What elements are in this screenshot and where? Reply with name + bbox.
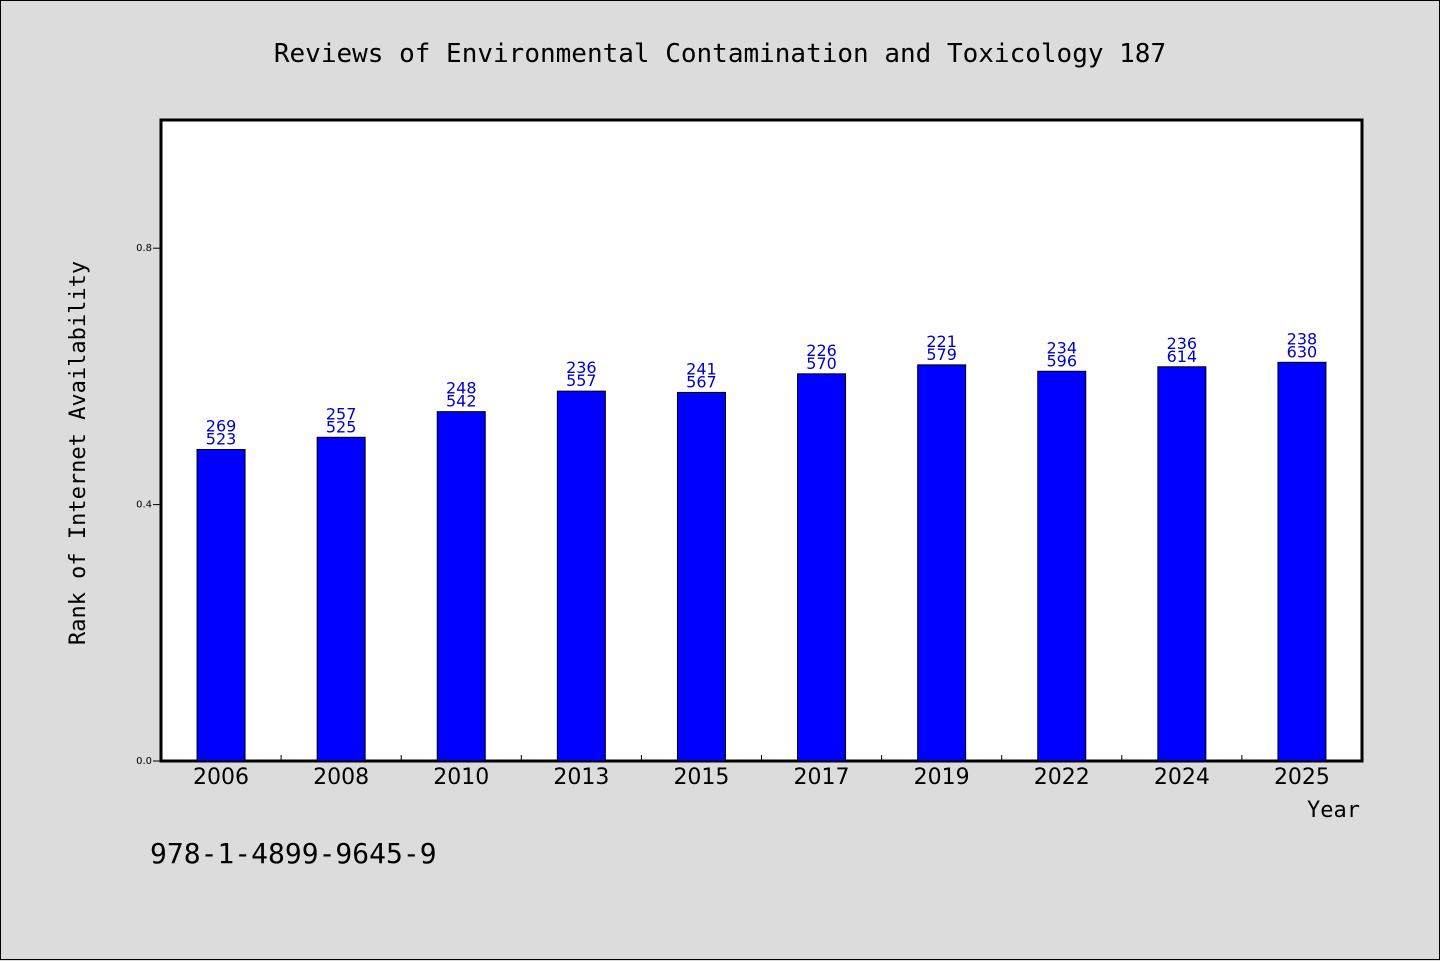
y-tick-label: 0.8 <box>136 243 152 254</box>
bar-label-bottom: 570 <box>806 354 837 373</box>
x-tick-label: 2017 <box>794 765 850 790</box>
x-tick-label: 2019 <box>914 765 970 790</box>
bar-label-bottom: 523 <box>206 429 237 448</box>
y-tick-label: 0.4 <box>136 500 152 511</box>
bar-label-top: 257 <box>326 404 357 423</box>
bar <box>1277 361 1327 762</box>
y-axis-ticks: 0.0 0.4 0.8 <box>136 243 161 767</box>
bar-label-bottom: 557 <box>566 371 597 390</box>
bar-label-top: 236 <box>1167 334 1198 353</box>
bar <box>1157 366 1207 762</box>
x-axis-ticks: 2006 2008 2010 2013 2015 2017 2019 2022 2024 2025 <box>193 755 1330 790</box>
bar <box>196 448 246 762</box>
bar-label-bottom: 542 <box>446 392 477 411</box>
bar-label-bottom: 567 <box>686 372 717 391</box>
bar-label-bottom: 596 <box>1046 351 1077 370</box>
bar-series <box>196 361 1327 762</box>
bar-label-top: 236 <box>566 358 597 377</box>
y-axis-label: Rank of Internet Availability <box>66 261 91 645</box>
y-tick-label: 0.0 <box>136 756 152 767</box>
bar-label-top: 248 <box>446 379 477 398</box>
x-tick-label: 2024 <box>1154 765 1210 790</box>
x-axis-label: Year <box>1307 798 1360 823</box>
bar <box>676 391 726 762</box>
isbn-label: 978-1-4899-9645-9 <box>150 837 437 870</box>
bar-label-top: 269 <box>206 416 237 435</box>
bar <box>917 364 967 762</box>
bar-label-bottom: 579 <box>926 345 957 364</box>
x-tick-label: 2010 <box>433 765 489 790</box>
chart-title: Reviews of Environmental Contamination a… <box>274 39 1166 69</box>
bar-label-bottom: 630 <box>1287 342 1318 361</box>
bar-label-top: 238 <box>1287 329 1318 348</box>
x-tick-label: 2022 <box>1034 765 1090 790</box>
x-tick-label: 2025 <box>1274 765 1330 790</box>
bar <box>316 436 366 762</box>
bar <box>1037 370 1087 762</box>
bar-label-top: 241 <box>686 359 717 378</box>
bar <box>797 373 847 762</box>
bar <box>556 390 606 762</box>
x-tick-label: 2006 <box>193 765 249 790</box>
x-tick-label: 2008 <box>313 765 369 790</box>
bar-label-bottom: 614 <box>1167 347 1198 366</box>
bar-data-labels: 2695232575252485422365572415672265702215… <box>206 329 1317 448</box>
x-tick-label: 2013 <box>553 765 609 790</box>
bar <box>436 411 486 762</box>
bar-label-top: 226 <box>806 341 837 360</box>
bar-label-top: 221 <box>926 332 957 351</box>
bar-label-top: 234 <box>1046 338 1077 357</box>
x-tick-label: 2015 <box>673 765 729 790</box>
bar-label-bottom: 525 <box>326 417 357 436</box>
